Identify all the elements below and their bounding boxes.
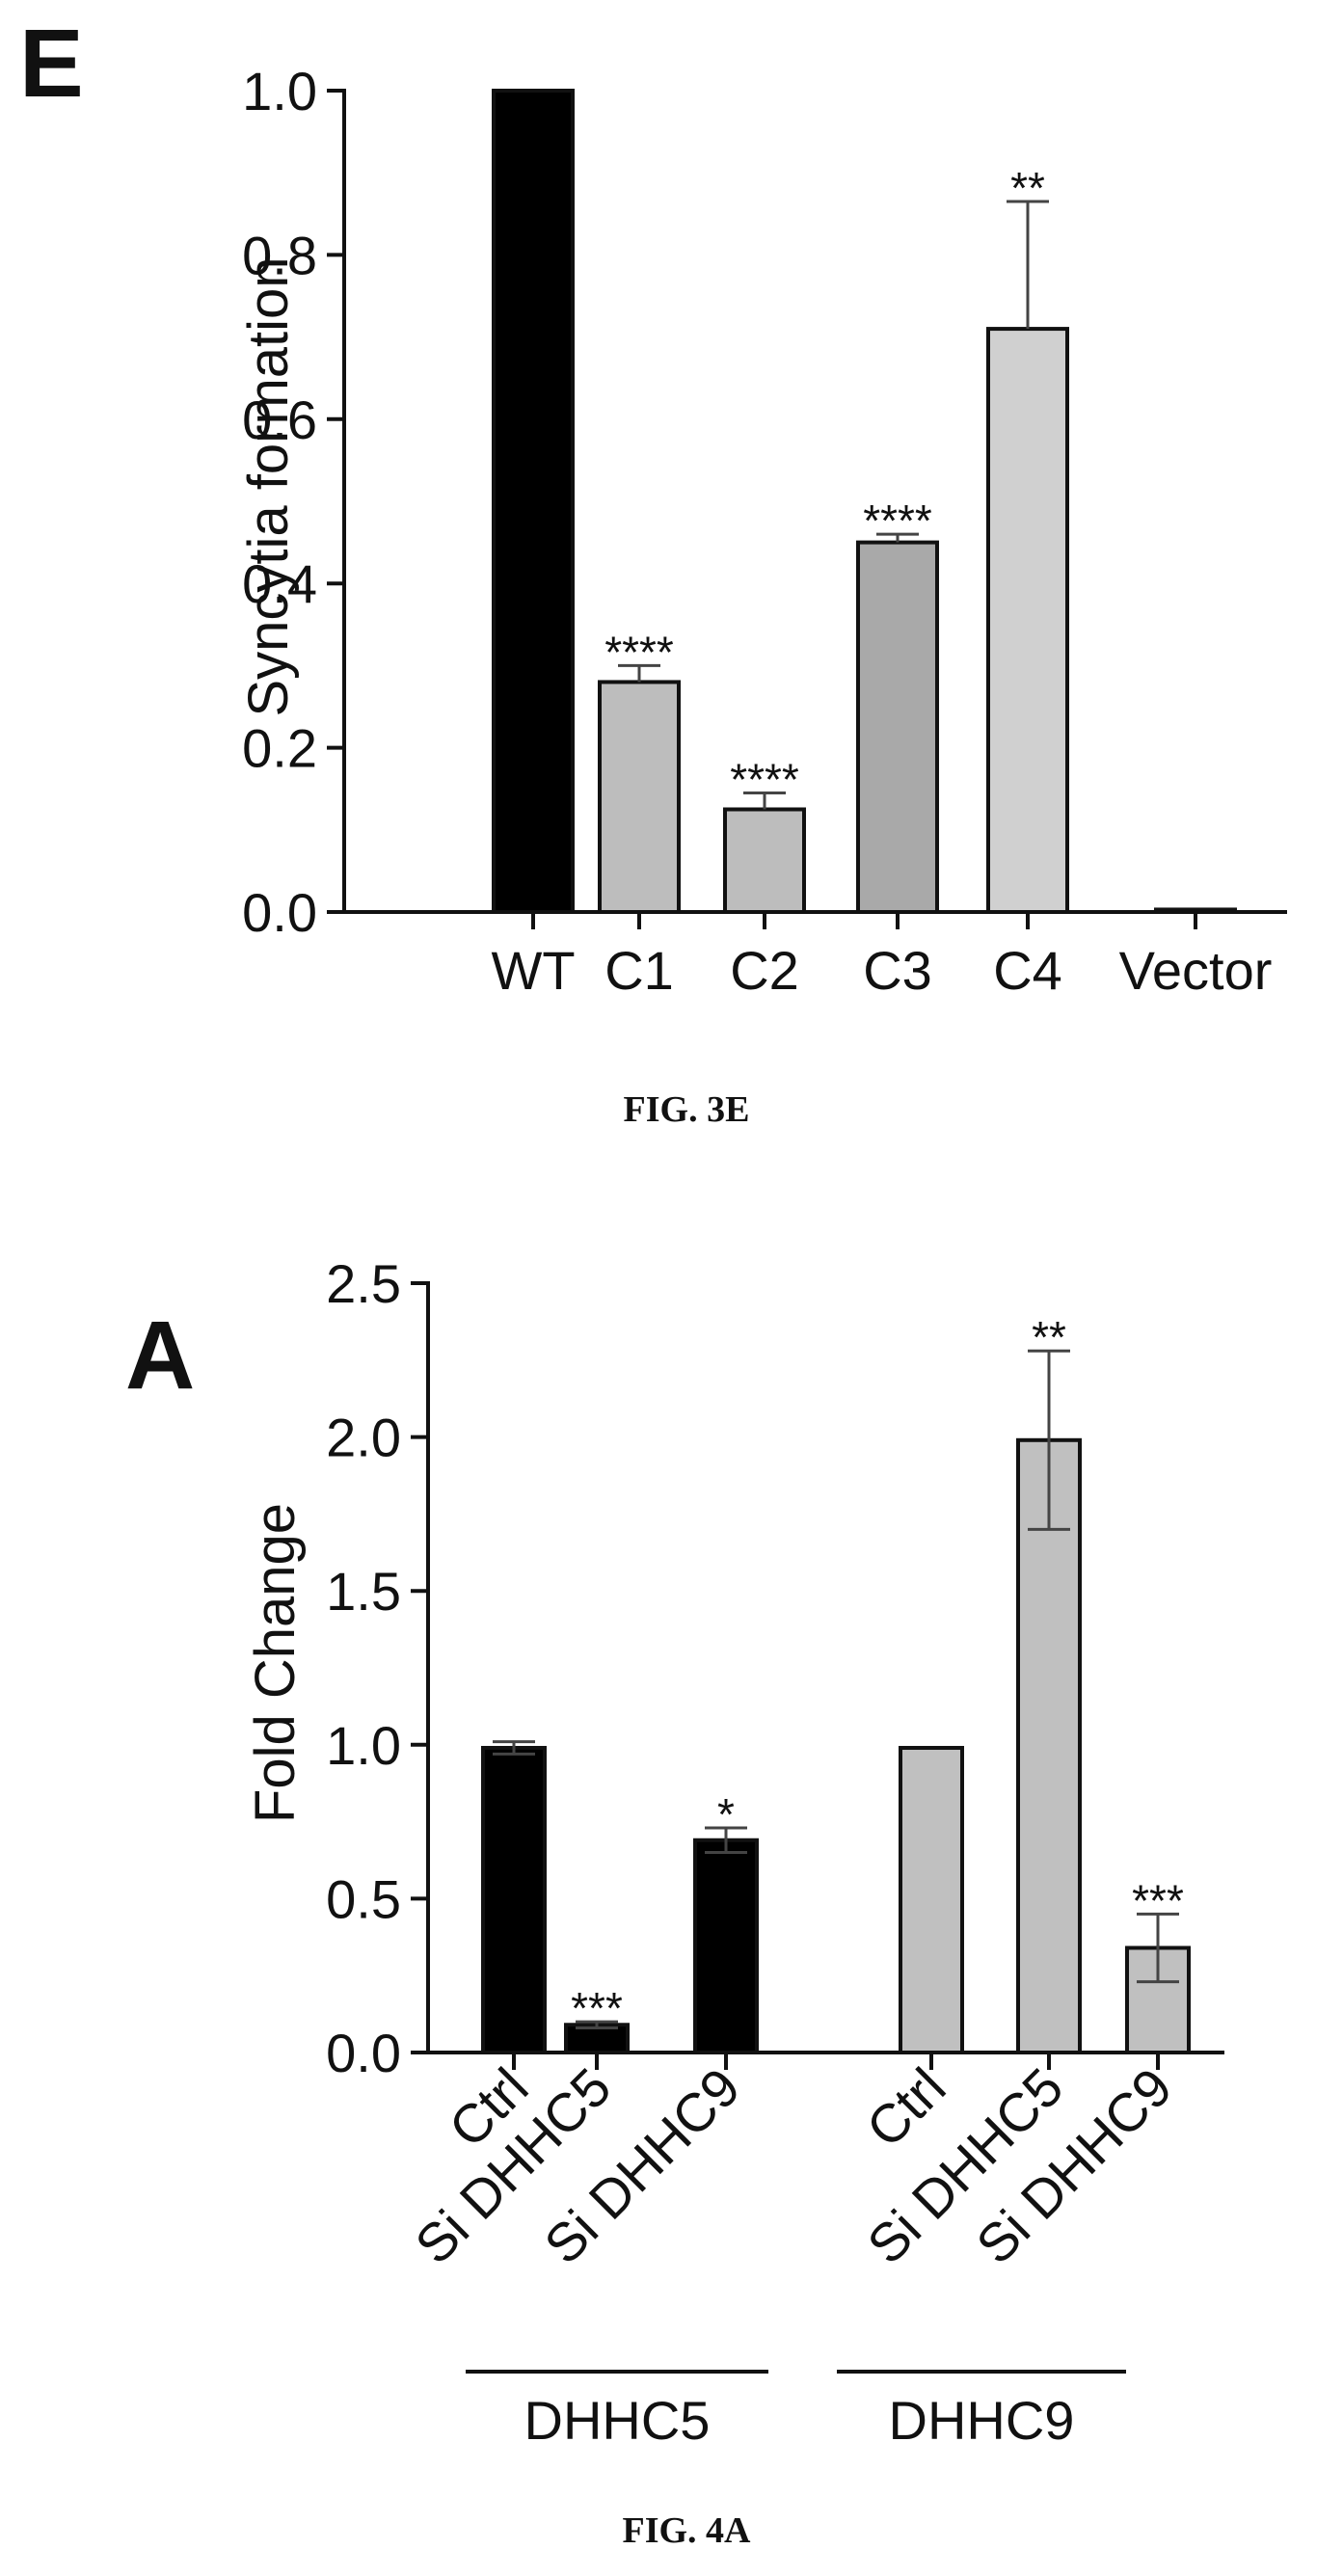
significance-mark: *** <box>571 1983 623 2033</box>
significance-marks: ************** <box>604 163 1045 804</box>
y-tick-label: 1.5 <box>326 1561 401 1622</box>
x-tick-label: WT <box>491 940 575 1001</box>
bar-wt <box>492 89 575 914</box>
group-label: DHHC9 <box>889 2390 1075 2451</box>
caption-fig-3e: FIG. 3E <box>624 1089 750 1130</box>
significance-mark: ** <box>1032 1312 1066 1362</box>
x-axis-ticks: WT C1 C2 C3 C4 Vector <box>491 912 1272 1001</box>
y-tick-label: 2.0 <box>326 1408 401 1468</box>
error-bars <box>618 200 1049 810</box>
y-tick-label: 0.8 <box>242 225 317 285</box>
bars <box>492 89 1237 914</box>
significance-mark: ** <box>1010 163 1045 213</box>
y-tick-label: 2.5 <box>326 1253 401 1314</box>
caption-fig-4a: FIG. 4A <box>623 2510 752 2551</box>
significance-marks: ********* <box>571 1312 1184 2033</box>
bar-c1 <box>598 680 681 914</box>
x-tick-label: C3 <box>863 940 932 1001</box>
y-tick-label: 1.0 <box>242 61 317 121</box>
group-brackets: DHHC5 DHHC9 <box>466 2370 1126 2451</box>
y-axis-ticks: 0.0 0.2 0.4 0.6 0.8 1.0 <box>242 61 344 943</box>
x-tick-label: C4 <box>993 940 1062 1001</box>
y-axis-title-fold-change: Fold Change <box>244 1503 307 1823</box>
panel-label-a: A <box>125 1301 195 1409</box>
panel-label-e: E <box>19 10 84 118</box>
bar-ctrl <box>481 1745 547 2054</box>
bars <box>481 1437 1191 2055</box>
bar-si-dhhc9 <box>693 1838 759 2054</box>
significance-mark: **** <box>730 754 799 804</box>
x-tick-label: C1 <box>604 940 674 1001</box>
chart-fig-3e: E Syncytia formation 0.00.20.40.60.81.0 … <box>19 10 1287 1130</box>
bar-c3 <box>856 540 939 914</box>
y-tick-label: 0.5 <box>326 1868 401 1929</box>
y-tick-label: 0.2 <box>242 718 317 779</box>
y-axis-ticks: 0.0 0.5 1.0 1.5 2.0 2.5 <box>326 1253 428 2083</box>
bar-ctrl <box>899 1745 964 2054</box>
y-tick-label: 0.4 <box>242 553 317 614</box>
significance-mark: *** <box>1132 1875 1184 1925</box>
significance-mark: * <box>717 1789 735 1839</box>
bar-c4 <box>986 327 1069 914</box>
bar-si-dhhc5 <box>564 2023 630 2054</box>
significance-mark: **** <box>604 627 674 677</box>
x-tick-label: Ctrl <box>854 2056 956 2159</box>
bar-c2 <box>723 807 806 914</box>
y-tick-label: 0.0 <box>242 882 317 943</box>
x-tick-label: C2 <box>730 940 799 1001</box>
group-label: DHHC5 <box>524 2390 711 2451</box>
error-bars <box>493 1349 1179 2029</box>
significance-mark: **** <box>863 496 932 546</box>
y-tick-label: 0.0 <box>326 2023 401 2083</box>
x-tick-label: Vector <box>1119 940 1273 1001</box>
chart-fig-4a: A Fold Change 0.00.51.01.52.02.5 *******… <box>125 1253 1224 2551</box>
y-tick-label: 1.0 <box>326 1715 401 1776</box>
bar-si-dhhc5 <box>1016 1437 1082 2054</box>
y-axis-title-syncytia: Syncytia formation <box>237 256 300 716</box>
y-tick-label: 0.6 <box>242 389 317 450</box>
